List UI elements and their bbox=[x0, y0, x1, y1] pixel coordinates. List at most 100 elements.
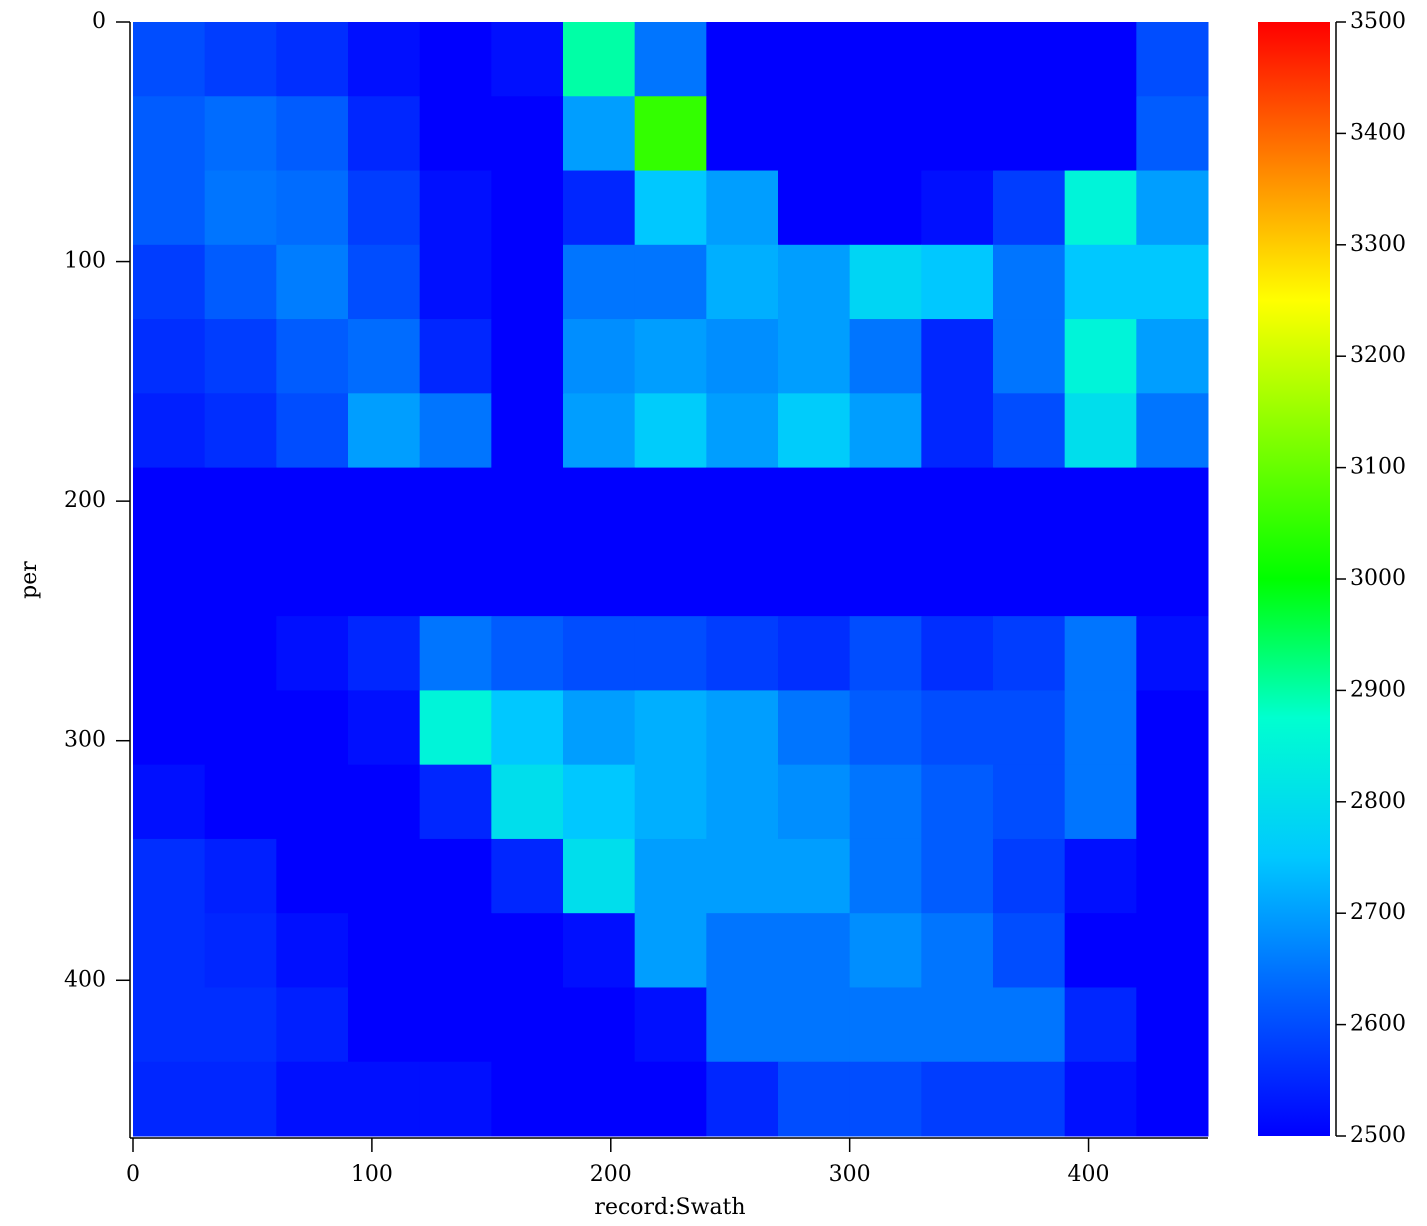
heatmap-cell bbox=[1064, 393, 1137, 469]
heatmap-cell bbox=[348, 764, 421, 840]
heatmap-cell bbox=[204, 1061, 277, 1137]
heatmap-cell bbox=[204, 838, 277, 914]
heatmap-cell bbox=[348, 690, 421, 766]
heatmap-cell bbox=[204, 467, 277, 543]
heatmap-cell bbox=[849, 319, 922, 394]
heatmap-cell bbox=[706, 913, 779, 988]
heatmap-cell bbox=[849, 690, 922, 766]
heatmap-cell bbox=[348, 22, 421, 97]
heatmap-cell bbox=[133, 170, 206, 246]
heatmap-cell bbox=[276, 319, 349, 394]
heatmap-cell bbox=[491, 838, 564, 914]
heatmap-cell bbox=[204, 393, 277, 469]
colorbar-tick-label: 3500 bbox=[1350, 9, 1406, 34]
heatmap-cell bbox=[634, 690, 707, 766]
heatmap-cell bbox=[1064, 764, 1137, 840]
colorbar-tick-label: 2500 bbox=[1350, 1123, 1406, 1148]
heatmap-cell bbox=[634, 22, 707, 97]
heatmap-cell bbox=[921, 319, 994, 394]
heatmap-cell bbox=[706, 393, 779, 469]
heatmap-cell bbox=[706, 1061, 779, 1137]
heatmap-cell bbox=[993, 319, 1066, 394]
heatmap-cell bbox=[1064, 96, 1137, 172]
colorbar-tick-label: 3100 bbox=[1350, 455, 1406, 480]
heatmap-cell bbox=[204, 616, 277, 691]
heatmap-cell bbox=[133, 913, 206, 988]
heatmap-cell bbox=[348, 987, 421, 1063]
heatmap-cell bbox=[419, 170, 492, 246]
y-axis-label: per bbox=[17, 561, 42, 599]
heatmap-cell bbox=[778, 22, 851, 97]
heatmap-cell bbox=[1064, 319, 1137, 394]
heatmap-cell bbox=[133, 96, 206, 172]
heatmap-cell bbox=[849, 838, 922, 914]
heatmap-cell bbox=[1064, 987, 1137, 1063]
heatmap-cell bbox=[706, 467, 779, 543]
heatmap-cell bbox=[706, 838, 779, 914]
heatmap-cell bbox=[849, 244, 922, 320]
heatmap-cell bbox=[133, 393, 206, 469]
heatmap-cell bbox=[1136, 987, 1209, 1063]
heatmap-cell bbox=[563, 541, 636, 617]
heatmap-cell bbox=[921, 764, 994, 840]
heatmap-cell bbox=[204, 987, 277, 1063]
heatmap-cell bbox=[993, 22, 1066, 97]
heatmap-cell bbox=[921, 541, 994, 617]
colorbar-tick-label: 2900 bbox=[1350, 677, 1406, 702]
heatmap-cell bbox=[993, 838, 1066, 914]
heatmap-cell bbox=[276, 244, 349, 320]
x-tick-label: 100 bbox=[351, 1162, 393, 1187]
heatmap-cell bbox=[849, 1061, 922, 1137]
heatmap-cell bbox=[133, 764, 206, 840]
heatmap-cell bbox=[348, 838, 421, 914]
heatmap-cell bbox=[563, 764, 636, 840]
heatmap-cell bbox=[563, 690, 636, 766]
heatmap-cell bbox=[849, 987, 922, 1063]
heatmap-cell bbox=[849, 764, 922, 840]
heatmap-cell bbox=[204, 319, 277, 394]
heatmap-cell bbox=[419, 467, 492, 543]
heatmap-cell bbox=[634, 1061, 707, 1137]
heatmap-cell bbox=[849, 541, 922, 617]
heatmap-cell bbox=[849, 22, 922, 97]
heatmap-cell bbox=[921, 170, 994, 246]
heatmap-cell bbox=[1064, 1061, 1137, 1137]
heatmap-cell bbox=[993, 541, 1066, 617]
heatmap-cell bbox=[133, 244, 206, 320]
heatmap-cell bbox=[1064, 244, 1137, 320]
heatmap-cell bbox=[1136, 393, 1209, 469]
heatmap-cell bbox=[993, 987, 1066, 1063]
heatmap-cell bbox=[1136, 838, 1209, 914]
heatmap-cell bbox=[706, 764, 779, 840]
heatmap-cell bbox=[563, 616, 636, 691]
heatmap-cell bbox=[921, 913, 994, 988]
heatmap-cell bbox=[563, 170, 636, 246]
heatmap-cell bbox=[133, 1061, 206, 1137]
heatmap-cell bbox=[1136, 913, 1209, 988]
heatmap-cell bbox=[276, 541, 349, 617]
heatmap-cell bbox=[348, 467, 421, 543]
colorbar-tick-label: 3000 bbox=[1350, 566, 1406, 591]
x-tick-label: 400 bbox=[1068, 1162, 1110, 1187]
heatmap-cell bbox=[563, 244, 636, 320]
heatmap-cell bbox=[491, 913, 564, 988]
heatmap-cell bbox=[778, 764, 851, 840]
heatmap-cell bbox=[419, 913, 492, 988]
heatmap-cell bbox=[1136, 96, 1209, 172]
heatmap-cell bbox=[348, 541, 421, 617]
heatmap-cell bbox=[706, 96, 779, 172]
heatmap-cell bbox=[706, 319, 779, 394]
heatmap-cell bbox=[563, 96, 636, 172]
heatmap-cell bbox=[276, 987, 349, 1063]
heatmap-cell bbox=[419, 319, 492, 394]
heatmap-cell bbox=[276, 838, 349, 914]
heatmap-cell bbox=[348, 913, 421, 988]
heatmap-cell bbox=[921, 467, 994, 543]
heatmap-cell bbox=[276, 467, 349, 543]
colorbar-tick-label: 2600 bbox=[1350, 1012, 1406, 1037]
heatmap-cell bbox=[204, 913, 277, 988]
heatmap-cell bbox=[204, 244, 277, 320]
heatmap-cell bbox=[634, 987, 707, 1063]
y-tick-label: 0 bbox=[92, 9, 106, 34]
